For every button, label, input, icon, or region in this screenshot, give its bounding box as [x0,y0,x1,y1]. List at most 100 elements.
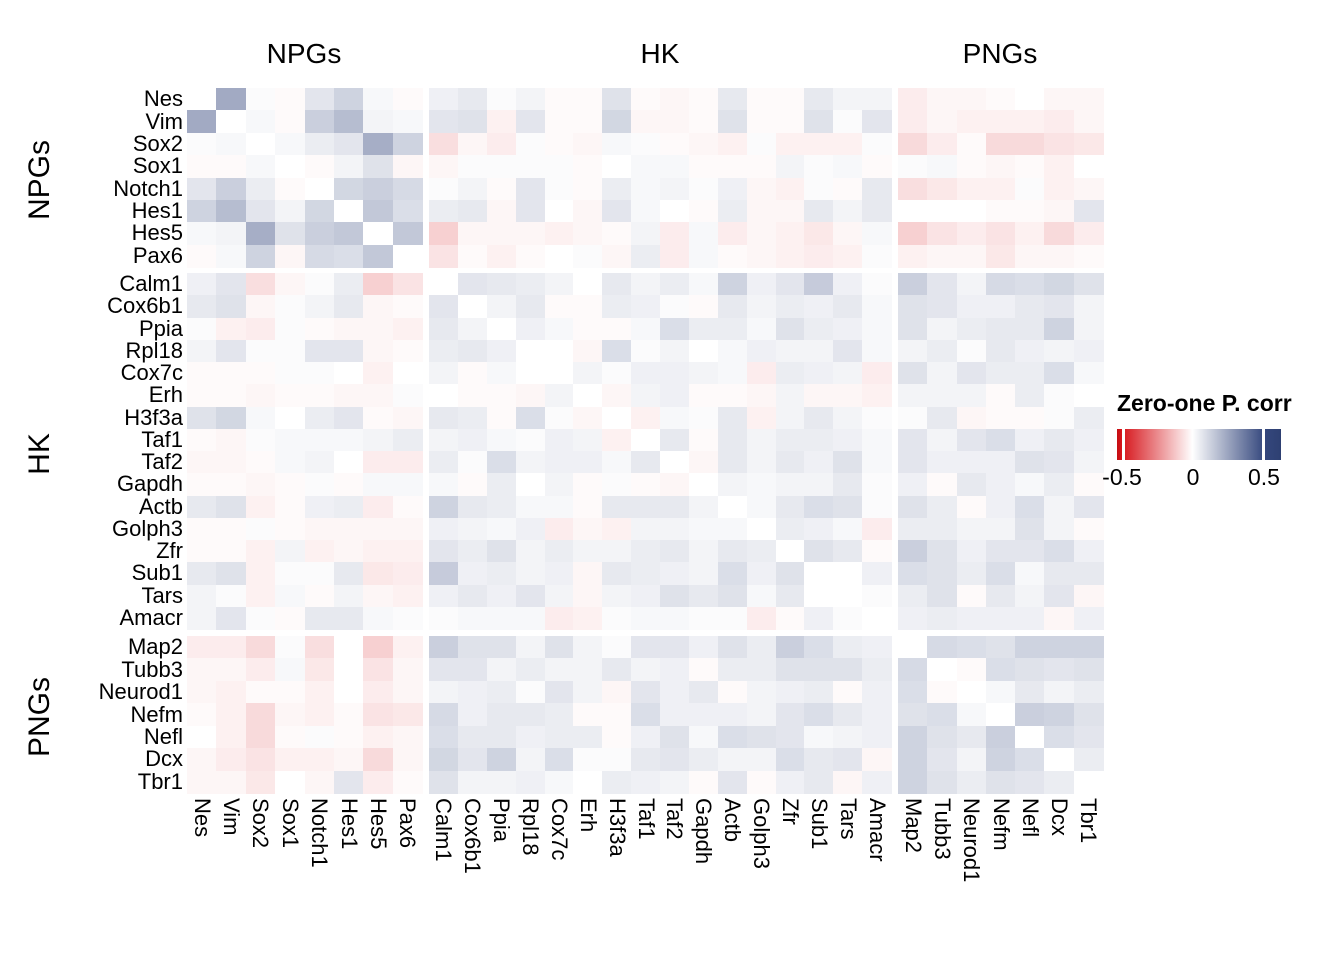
heatmap-cell [216,222,247,246]
col-label: Taf1 [633,798,659,840]
heatmap-cell [515,199,546,223]
heatmap-cell [544,406,574,430]
heatmap-cell [1073,177,1104,201]
heatmap-cell [515,177,546,201]
heatmap-cell [187,770,217,794]
heatmap-cell [304,540,335,563]
col-label: Hes1 [336,798,362,850]
heatmap-cell [544,295,574,319]
heatmap-cell [927,428,958,452]
heatmap-cell [304,473,335,497]
heatmap-cell [688,110,719,134]
heatmap-cell [1015,495,1045,519]
heatmap-cell [333,540,364,563]
heatmap-cell [833,362,863,385]
heatmap-cell [660,495,690,519]
heatmap-cell [486,584,517,608]
heatmap-cell [544,451,574,474]
heatmap-cell [746,339,777,363]
heatmap-cell [544,199,574,223]
heatmap-cell [862,295,892,319]
heatmap-cell [363,295,394,319]
heatmap-cell [363,222,394,246]
heatmap-cell [660,155,690,179]
heatmap-cell [985,110,1016,134]
heatmap-cell [216,584,247,608]
heatmap-cell [187,658,217,682]
col-label: Sox2 [248,798,274,849]
heatmap-cell [985,451,1016,474]
heatmap-cell [486,658,517,682]
heatmap-cell [956,339,987,363]
row-label: Notch1 [113,175,183,201]
col-label: H3f3a [604,798,630,857]
heatmap-cell [573,473,603,497]
heatmap-cell [363,451,394,474]
heatmap-cell [956,451,987,474]
heatmap-cell [927,88,958,111]
heatmap-cell [304,317,335,341]
heatmap-cell [304,384,335,408]
heatmap-cell [363,584,394,608]
heatmap-cell [544,562,574,586]
heatmap-cell [245,636,276,659]
heatmap-cell [746,451,777,474]
heatmap-cell [515,362,546,385]
heatmap-cell [1015,155,1045,179]
row-label: Hes1 [131,198,183,224]
heatmap-cell [1044,132,1075,156]
heatmap-cell [392,339,423,363]
heatmap-cell [746,584,777,608]
heatmap-cell [927,384,958,408]
heatmap-cell [862,770,892,794]
heatmap-cell [688,428,719,452]
heatmap-cell [515,155,546,179]
heatmap-cell [275,222,306,246]
heatmap-cell [187,680,217,704]
heatmap-cell [333,339,364,363]
heatmap-cell [1073,703,1104,727]
heatmap-cell [275,406,306,430]
heatmap-cell [898,244,928,268]
heatmap-cell [1044,606,1075,630]
heatmap-cell [985,540,1016,563]
heatmap-cell [515,770,546,794]
heatmap-cell [515,406,546,430]
heatmap-cell [245,680,276,704]
row-label: Erh [148,382,183,408]
heatmap-cell [1015,540,1045,563]
col-label: Nefm [988,798,1014,851]
heatmap-cell [775,244,805,268]
col-label: Ppia [489,798,515,843]
row-label: Golph3 [112,515,183,541]
heatmap-cell [515,606,546,630]
heatmap-cell [660,517,690,541]
heatmap-cell [602,406,632,430]
heatmap-cell [862,155,892,179]
heatmap-cell [333,273,364,296]
heatmap-cell [275,748,306,772]
heatmap-cell [363,244,394,268]
heatmap-cell [898,384,928,408]
heatmap-cell [515,725,546,749]
row-label: Amacr [119,604,183,630]
heatmap-cell [862,562,892,586]
heatmap-cell [515,384,546,408]
heatmap-cell [688,770,719,794]
heatmap-cell [275,244,306,268]
heatmap-cell [392,384,423,408]
heatmap-cell [515,540,546,563]
heatmap-cell [746,244,777,268]
heatmap-cell [775,406,805,430]
heatmap-cell [392,428,423,452]
heatmap-cell [245,584,276,608]
heatmap-cell [717,770,748,794]
heatmap-cell [956,155,987,179]
facet-title-pngs: PNGs [962,38,1038,69]
heatmap-cell [429,473,459,497]
heatmap-cell [457,517,488,541]
heatmap-cell [392,199,423,223]
heatmap-cell [457,451,488,474]
heatmap-cell [688,88,719,111]
heatmap-cell [275,273,306,296]
